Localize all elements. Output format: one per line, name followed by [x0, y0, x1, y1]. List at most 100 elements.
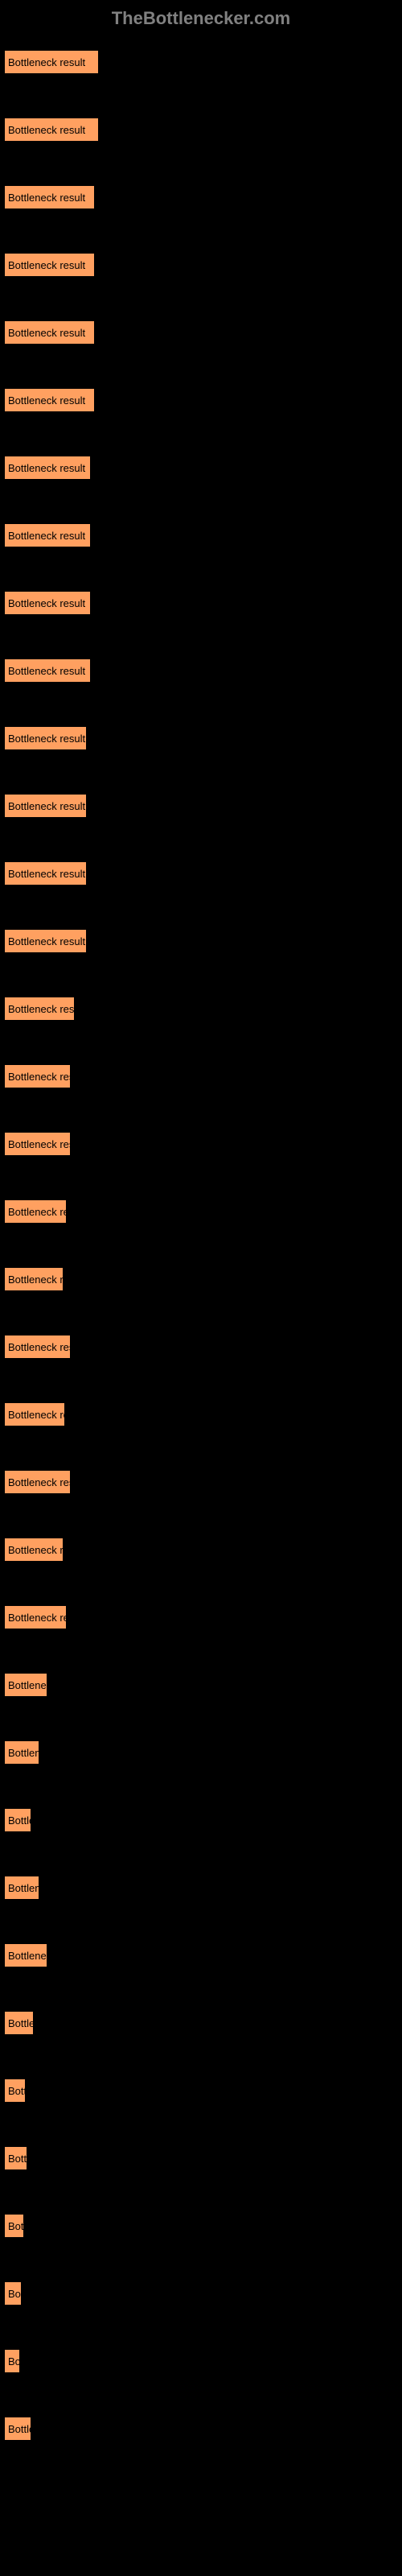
bar-text: Bottl	[8, 2153, 27, 2165]
bar: Bottleneck result	[4, 794, 87, 818]
bar-text: Bottleneck resul	[8, 1409, 65, 1421]
bar-wrapper: Bottleneck result	[4, 929, 398, 953]
bar-text: Bottleneck	[8, 1950, 47, 1962]
bar: Bottleneck result	[4, 1335, 71, 1359]
bar-wrapper: Bottlene	[4, 1740, 398, 1765]
bar: Bottl	[4, 2146, 27, 2170]
bar-text: Bottleneck result	[8, 1003, 75, 1015]
site-header: TheBottlenecker.com	[0, 0, 402, 45]
bar: Bottleneck result	[4, 861, 87, 886]
bar: Bottleneck result	[4, 1470, 71, 1494]
bar-text: Bottleneck result	[8, 1138, 71, 1150]
bar: Bottleneck result	[4, 726, 87, 750]
bar-row: Bottleneck result	[4, 523, 398, 568]
bar-text: Bott	[8, 2085, 26, 2097]
bar-row: Bott	[4, 2079, 398, 2124]
bar-wrapper: Bottleneck result	[4, 726, 398, 750]
bar-text: Bottleneck result	[8, 1071, 71, 1083]
bar-text: Bottleneck result	[8, 733, 85, 745]
bar-text: Bottleneck result	[8, 259, 85, 271]
bar-row: Bottleneck result	[4, 185, 398, 230]
bar-wrapper: Bottleneck resul	[4, 1402, 398, 1426]
bar-text: Bottleneck result	[8, 665, 85, 677]
bar-text: Bottleneck result	[8, 327, 85, 339]
bar: Bottleneck result	[4, 456, 91, 480]
bar-row: Bottleneck result	[4, 726, 398, 771]
bar: Bottleneck result	[4, 388, 95, 412]
bar-text: Bottleneck result	[8, 597, 85, 609]
bar-row: Bottleneck res	[4, 1267, 398, 1312]
bar-row: Bottleneck res	[4, 1538, 398, 1583]
bar: Bot	[4, 2281, 22, 2306]
bar-row: Bot	[4, 2214, 398, 2259]
bar-wrapper: Bottleneck result	[4, 523, 398, 547]
bar-wrapper: Bottleneck result	[4, 658, 398, 683]
bar: Bottleneck result	[4, 929, 87, 953]
bar-wrapper: Bottleneck	[4, 1673, 398, 1697]
bar-text: Bottleneck result	[8, 1341, 71, 1353]
bar: Bottleneck result	[4, 1199, 67, 1224]
bar-wrapper: Bottlene	[4, 1876, 398, 1900]
bar-text: Bottleneck result	[8, 192, 85, 204]
bar: Bott	[4, 2079, 26, 2103]
bar-wrapper: Bottleneck result	[4, 1132, 398, 1156]
bar-row: Bot	[4, 2281, 398, 2326]
bar-wrapper: Bottleneck result	[4, 861, 398, 886]
bar-wrapper: Bottleneck res	[4, 1267, 398, 1291]
bottleneck-chart: Bottleneck result Bottleneck result Bottle…	[0, 50, 402, 2462]
bar-text: Bottlene	[8, 1882, 39, 1894]
bar-row: Bottler	[4, 2011, 398, 2056]
bar: Bot	[4, 2214, 24, 2238]
bar-row: Bottleneck result	[4, 1470, 398, 1515]
bar-wrapper: Bottleneck result	[4, 997, 398, 1021]
bar-wrapper: Bottleneck result	[4, 591, 398, 615]
bar: Bottleneck result	[4, 658, 91, 683]
bar: Bottleneck result	[4, 320, 95, 345]
bar: Bottleneck result	[4, 50, 99, 74]
bar-row: Bottlene	[4, 1740, 398, 1785]
bar-row: Bottleneck result	[4, 861, 398, 906]
bar-wrapper: Bot	[4, 2281, 398, 2306]
bar-text: Bottleneck res	[8, 1274, 64, 1286]
bar-row: Bottleneck result	[4, 118, 398, 163]
bar: Bottleneck res	[4, 1267, 64, 1291]
bar-text: Bottleneck result	[8, 394, 85, 407]
bar-row: Bottleneck result	[4, 1335, 398, 1380]
bar-row: Bottleneck result	[4, 50, 398, 95]
bar-text: Bottlene	[8, 1747, 39, 1759]
bar-text: Bottle	[8, 1814, 31, 1827]
bar-wrapper: Bottle	[4, 1808, 398, 1832]
bar-row: Bottl	[4, 2146, 398, 2191]
bar-row: Bottleneck	[4, 1943, 398, 1988]
bar-wrapper: Bottleneck result	[4, 1470, 398, 1494]
bar-text: Bot	[8, 2288, 22, 2300]
bar: Bottleneck result	[4, 185, 95, 209]
bar: Bottler	[4, 2011, 34, 2035]
bar: Bottleneck result	[4, 253, 95, 277]
bar-text: Bottle	[8, 2423, 31, 2435]
bar-row: Bottle	[4, 2417, 398, 2462]
bar-wrapper: Bottle	[4, 2417, 398, 2441]
bar-wrapper: Bottleneck result	[4, 50, 398, 74]
bar: Bottleneck	[4, 1673, 47, 1697]
bar-text: Bottleneck result	[8, 124, 85, 136]
bar-row: Bottleneck result	[4, 388, 398, 433]
bar: Bottleneck result	[4, 1605, 67, 1629]
bar-text: Bottleneck result	[8, 1612, 67, 1624]
bar-text: Bottleneck result	[8, 935, 85, 947]
bar-row: Bottleneck result	[4, 320, 398, 365]
bar-wrapper: Bot	[4, 2214, 398, 2238]
bar-row: Bottleneck result	[4, 658, 398, 704]
bar-wrapper: Bottler	[4, 2011, 398, 2035]
bar-wrapper: Bottl	[4, 2146, 398, 2170]
bar-row: Bottleneck result	[4, 253, 398, 298]
bar-wrapper: Bottleneck result	[4, 1064, 398, 1088]
bar-row: Bo	[4, 2349, 398, 2394]
bar-row: Bottleneck result	[4, 794, 398, 839]
bar-text: Bottleneck result	[8, 462, 85, 474]
bar: Bottlene	[4, 1876, 39, 1900]
bar: Bo	[4, 2349, 20, 2373]
bar: Bottleneck res	[4, 1538, 64, 1562]
bar: Bottleneck result	[4, 997, 75, 1021]
bar: Bottlene	[4, 1740, 39, 1765]
